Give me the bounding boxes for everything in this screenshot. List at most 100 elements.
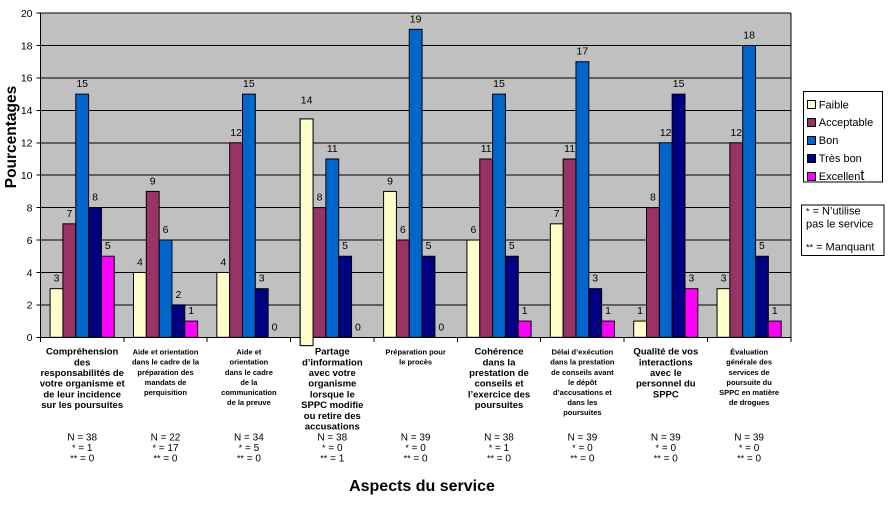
svg-text:SPPC: SPPC xyxy=(653,389,679,400)
svg-text:Pourcentages: Pourcentages xyxy=(3,86,20,189)
svg-text:d’accusations et: d’accusations et xyxy=(553,388,612,397)
svg-text:7: 7 xyxy=(66,208,72,220)
svg-text:* = 5: * = 5 xyxy=(239,443,260,454)
svg-text:** = 0: ** = 0 xyxy=(404,454,428,465)
svg-text:* = 1: * = 1 xyxy=(489,443,510,454)
svg-text:1: 1 xyxy=(772,305,778,317)
svg-text:3: 3 xyxy=(259,273,265,285)
svg-text:Aspects du service: Aspects du service xyxy=(349,478,495,495)
svg-text:personnel du: personnel du xyxy=(636,379,696,390)
svg-text:conseils et: conseils et xyxy=(474,379,524,390)
svg-text:15: 15 xyxy=(243,78,255,90)
svg-text:de drogues: de drogues xyxy=(729,398,769,407)
svg-text:** = 0: ** = 0 xyxy=(570,454,594,465)
svg-text:3: 3 xyxy=(721,273,727,285)
svg-text:N = 39: N = 39 xyxy=(401,433,431,444)
svg-text:** = 0: ** = 0 xyxy=(154,454,178,465)
svg-text:poursuites: poursuites xyxy=(563,408,601,417)
svg-text:15: 15 xyxy=(493,78,505,90)
svg-text:Très bon: Très bon xyxy=(819,153,862,165)
svg-text:communication: communication xyxy=(221,388,277,397)
svg-text:dans la: dans la xyxy=(483,357,516,368)
svg-text:Délai d’exécution: Délai d’exécution xyxy=(552,348,614,357)
svg-text:6: 6 xyxy=(470,224,476,236)
svg-text:dans la prestation: dans la prestation xyxy=(550,358,615,367)
svg-text:** = 0: ** = 0 xyxy=(70,454,94,465)
svg-text:N = 39: N = 39 xyxy=(651,433,681,444)
svg-text:17: 17 xyxy=(577,46,589,58)
svg-text:responsabilités de: responsabilités de xyxy=(40,368,123,379)
svg-text:0: 0 xyxy=(272,321,278,333)
svg-text:* = 0: * = 0 xyxy=(656,443,677,454)
svg-text:15: 15 xyxy=(76,78,88,90)
svg-text:15: 15 xyxy=(673,78,685,90)
svg-text:* = 17: * = 17 xyxy=(152,443,178,454)
svg-text:N = 39: N = 39 xyxy=(734,433,764,444)
svg-text:* = 1: * = 1 xyxy=(72,443,93,454)
svg-text:lorsque le: lorsque le xyxy=(310,389,355,400)
svg-text:dans les: dans les xyxy=(567,398,597,407)
svg-text:** = 0: ** = 0 xyxy=(737,454,761,465)
svg-text:9: 9 xyxy=(387,175,393,187)
svg-text:le procès: le procès xyxy=(399,358,432,367)
svg-text:le dépôt: le dépôt xyxy=(568,378,597,387)
svg-text:avec le: avec le xyxy=(650,368,682,379)
svg-text:5: 5 xyxy=(105,240,111,252)
svg-text:Bon: Bon xyxy=(819,135,839,147)
svg-text:18: 18 xyxy=(743,30,755,42)
svg-text:* = 0: * = 0 xyxy=(572,443,593,454)
svg-text:Évaluation: Évaluation xyxy=(730,348,768,357)
svg-text:des: des xyxy=(74,357,90,368)
svg-text:dans le cadre de la: dans le cadre de la xyxy=(132,358,200,367)
svg-text:12: 12 xyxy=(21,138,33,150)
svg-text:N = 38: N = 38 xyxy=(67,433,97,444)
svg-text:2: 2 xyxy=(175,289,181,301)
svg-text:12: 12 xyxy=(660,127,672,139)
svg-text:3: 3 xyxy=(592,273,598,285)
svg-text:18: 18 xyxy=(21,40,33,52)
svg-text:N = 22: N = 22 xyxy=(151,433,181,444)
svg-text:Aide et orientation: Aide et orientation xyxy=(133,348,199,357)
svg-text:générale des: générale des xyxy=(726,358,772,367)
svg-text:8: 8 xyxy=(92,192,98,204)
svg-text:** = Manquant: ** = Manquant xyxy=(806,242,874,254)
svg-text:avec votre: avec votre xyxy=(309,368,356,379)
svg-text:** = 0: ** = 0 xyxy=(237,454,261,465)
svg-text:Faible: Faible xyxy=(819,99,849,111)
svg-text:4: 4 xyxy=(220,257,226,269)
svg-text:5: 5 xyxy=(426,240,432,252)
svg-text:10: 10 xyxy=(21,170,33,182)
svg-text:accusations: accusations xyxy=(305,422,360,433)
svg-text:poursuite du: poursuite du xyxy=(726,378,772,387)
svg-text:9: 9 xyxy=(150,175,156,187)
svg-text:perquisition: perquisition xyxy=(144,388,187,397)
svg-text:SPPC modifie: SPPC modifie xyxy=(301,400,363,411)
svg-text:6: 6 xyxy=(27,235,33,247)
svg-text:Compréhension: Compréhension xyxy=(46,347,119,358)
svg-text:Excellent: Excellent xyxy=(819,168,865,184)
svg-text:mandats de: mandats de xyxy=(145,378,187,387)
svg-text:19: 19 xyxy=(410,13,422,25)
svg-text:11: 11 xyxy=(481,143,492,155)
svg-text:14: 14 xyxy=(21,105,33,117)
svg-text:préparation des: préparation des xyxy=(137,368,193,377)
svg-text:* = 0: * = 0 xyxy=(322,443,343,454)
svg-text:0: 0 xyxy=(27,332,33,344)
svg-text:pas le service: pas le service xyxy=(806,219,873,231)
svg-text:3: 3 xyxy=(54,273,60,285)
svg-text:2: 2 xyxy=(27,300,33,312)
svg-text:N = 34: N = 34 xyxy=(234,433,264,444)
svg-text:de la preuve: de la preuve xyxy=(227,398,271,407)
svg-text:8: 8 xyxy=(27,202,33,214)
svg-text:6: 6 xyxy=(163,224,169,236)
svg-text:de leur incidence: de leur incidence xyxy=(43,389,121,400)
svg-text:l’exercice des: l’exercice des xyxy=(468,389,530,400)
svg-text:8: 8 xyxy=(650,192,656,204)
svg-text:1: 1 xyxy=(637,305,643,317)
svg-text:16: 16 xyxy=(21,73,33,85)
svg-text:* = 0: * = 0 xyxy=(405,443,426,454)
svg-text:Qualité de vos: Qualité de vos xyxy=(633,347,698,358)
svg-text:12: 12 xyxy=(730,127,742,139)
svg-text:orientation: orientation xyxy=(230,358,269,367)
svg-text:de conseils avant: de conseils avant xyxy=(551,368,614,377)
